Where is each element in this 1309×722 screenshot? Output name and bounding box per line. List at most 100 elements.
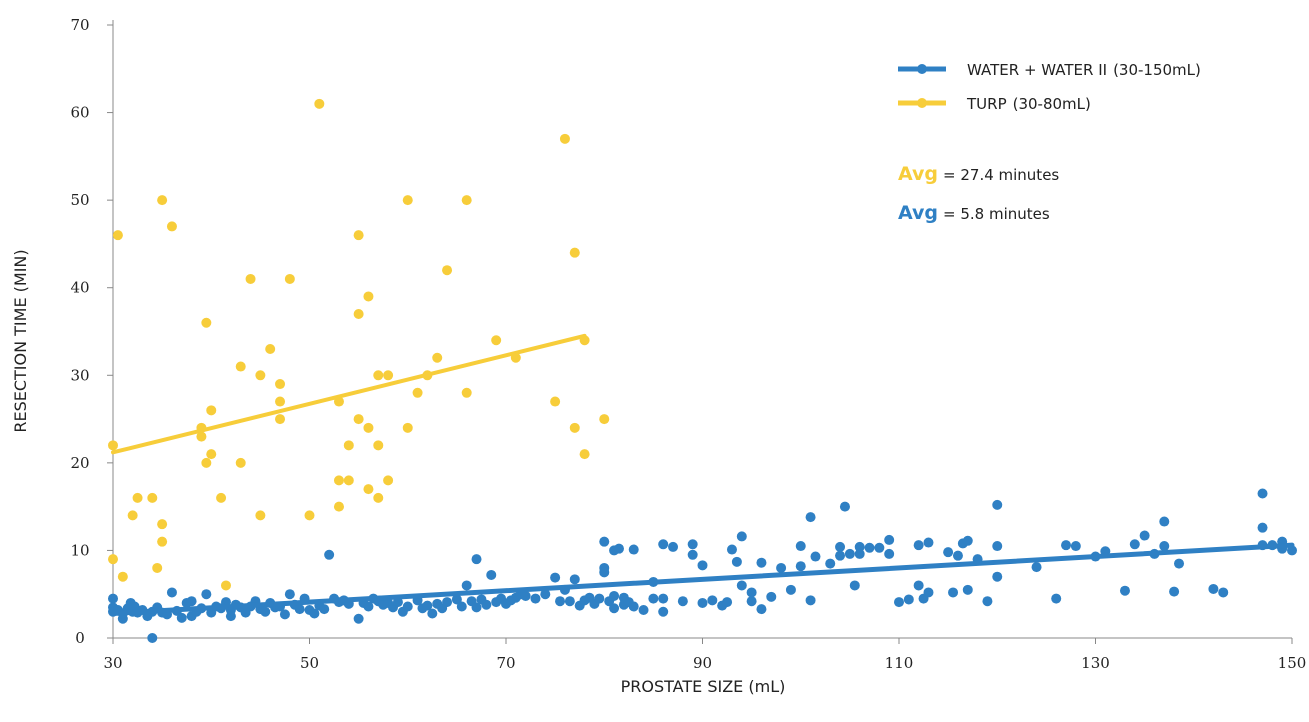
data-point-water (324, 549, 335, 560)
data-point-water (805, 595, 816, 606)
y-tick-label: 10 (70, 541, 89, 559)
data-point-water (481, 599, 492, 610)
data-point-water (903, 594, 914, 605)
avg-label-water: Avg (898, 202, 938, 224)
data-point-water (1031, 562, 1042, 573)
trend-line-water (110, 542, 1295, 616)
data-point-turp (147, 492, 158, 503)
data-point-water (697, 560, 708, 571)
data-point-turp (373, 370, 384, 381)
data-point-water (319, 604, 330, 615)
data-point-turp (206, 405, 217, 416)
data-point-turp (461, 195, 472, 206)
data-point-water (795, 561, 806, 572)
data-point-water (962, 584, 973, 595)
data-point-water (658, 606, 669, 617)
data-point-turp (304, 510, 315, 521)
legend: WATER + WATER II (30-150mL) TURP (30-80mL) (898, 61, 1201, 113)
legend-label-turp: TURP (30-80mL) (966, 95, 1091, 113)
x-tick-label: 90 (693, 654, 712, 672)
data-point-water (746, 587, 757, 598)
data-point-water (422, 600, 433, 611)
y-axis-title: RESECTION TIME (MIN) (11, 249, 30, 432)
data-point-turp (235, 361, 246, 372)
data-point-water (687, 539, 698, 550)
x-axis-title: PROSTATE SIZE (mL) (621, 677, 786, 696)
data-point-water (451, 594, 462, 605)
data-point-turp (201, 317, 212, 328)
y-tick-label: 40 (70, 279, 89, 297)
data-point-turp (579, 449, 590, 460)
data-point-turp (157, 536, 168, 547)
data-point-water (1119, 585, 1130, 596)
x-tick-label: 50 (300, 654, 319, 672)
data-point-water (279, 609, 290, 620)
data-point-water (442, 597, 453, 608)
data-point-water (648, 593, 659, 604)
data-point-turp (235, 457, 246, 468)
data-point-water (1139, 530, 1150, 541)
data-point-water (638, 604, 649, 615)
data-point-water (776, 562, 787, 573)
avg-label-turp: Avg (898, 163, 938, 185)
y-ticks: 0 10 20 30 40 50 60 70 (70, 16, 113, 647)
data-point-water (726, 544, 737, 555)
data-point-water (785, 584, 796, 595)
data-point-water (108, 593, 118, 604)
series-water (108, 488, 1297, 643)
data-point-turp (559, 133, 570, 144)
data-point-water (1061, 540, 1072, 551)
data-point-turp (412, 387, 423, 398)
avg-annotation-water: Avg = 5.8 minutes (898, 202, 1050, 224)
data-point-water (225, 611, 236, 622)
data-point-turp (599, 414, 610, 425)
data-point-water (550, 572, 561, 583)
data-point-water (874, 542, 885, 553)
data-point-water (628, 601, 639, 612)
legend-item-water: WATER + WATER II (30-150mL) (898, 61, 1201, 79)
data-point-water (948, 587, 959, 598)
data-point-water (1287, 545, 1297, 556)
data-point-turp (206, 449, 217, 460)
data-point-water (864, 542, 875, 553)
data-point-turp (569, 247, 580, 258)
data-point-turp (201, 457, 212, 468)
data-point-water (520, 590, 531, 601)
data-point-turp (255, 370, 266, 381)
data-point-water (697, 597, 708, 608)
data-point-water (962, 535, 973, 546)
data-point-water (707, 595, 718, 606)
x-tick-label: 30 (103, 654, 122, 672)
data-point-water (731, 556, 742, 567)
data-point-turp (117, 571, 128, 582)
data-point-turp (343, 440, 354, 451)
data-point-water (913, 540, 924, 551)
data-point-turp (363, 422, 374, 433)
data-point-water (992, 499, 1003, 510)
data-point-water (613, 543, 624, 554)
y-tick-label: 60 (70, 104, 89, 122)
data-point-turp (275, 379, 286, 390)
data-point-turp (569, 422, 580, 433)
legend-marker-turp (917, 98, 927, 108)
data-point-turp (157, 195, 168, 206)
data-point-water (176, 612, 187, 623)
data-point-water (884, 548, 895, 559)
data-point-water (982, 596, 993, 607)
data-point-turp (275, 396, 286, 407)
data-point-water (564, 596, 575, 607)
avg-value-turp: = 27.4 minutes (943, 166, 1059, 184)
data-point-water (835, 550, 846, 561)
data-point-water (599, 567, 610, 578)
data-point-turp (373, 492, 384, 503)
data-point-turp (461, 387, 472, 398)
axes (112, 20, 1292, 639)
x-tick-label: 70 (496, 654, 515, 672)
data-point-water (1070, 541, 1081, 552)
avg-value-water: = 5.8 minutes (943, 205, 1050, 223)
data-point-turp (216, 492, 227, 503)
data-point-water (427, 608, 438, 619)
data-point-water (844, 548, 855, 559)
data-point-water (461, 580, 472, 591)
data-point-turp (353, 414, 364, 425)
